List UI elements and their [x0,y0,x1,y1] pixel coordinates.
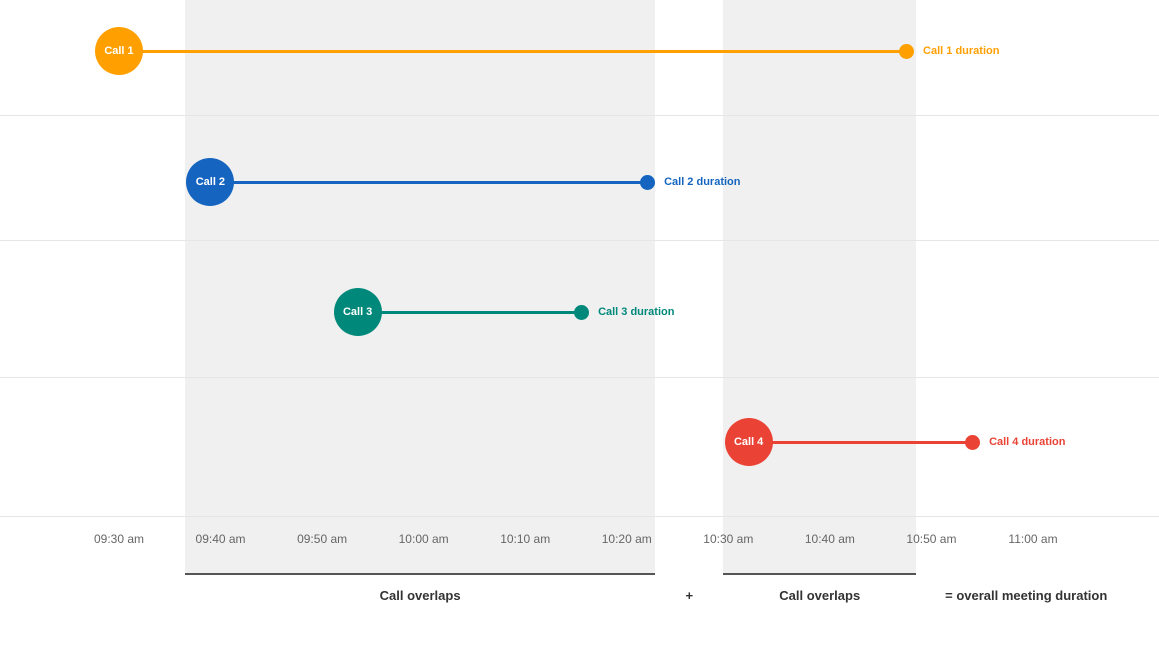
call-start-marker: Call 1 [95,27,143,75]
overlap-1-caption: Call overlaps [379,588,461,603]
x-tick-label: 10:40 am [804,532,855,546]
call-duration-label: Call 2 duration [664,176,741,188]
call-start-marker: Call 4 [724,418,773,466]
call-end-marker [964,434,980,450]
x-tick-label: 09:30 am [93,532,145,546]
x-tick-label: 10:50 am [906,532,957,546]
x-tick-label: 10:20 am [601,532,652,546]
call-line [357,310,582,314]
plus-sign: + [685,588,694,603]
x-tick-label: 11:00 am [1008,532,1058,546]
gridline [0,516,1159,517]
overlap-band [185,0,656,574]
call-line [210,180,648,184]
overlap-band [723,0,917,574]
x-tick-label: 09:40 am [195,532,246,546]
x-tick-label: 10:30 am [703,532,754,546]
overlap-band-underline [723,573,917,575]
overall-duration-caption: = overall meeting duration [945,588,1108,603]
call-start-marker: Call 3 [333,288,382,336]
call-end-marker [898,43,914,59]
x-tick-label: 10:10 am [500,532,551,546]
call-duration-label: Call 1 duration [923,45,1000,57]
gridline [0,377,1159,378]
x-tick-label: 10:00 am [398,532,449,546]
call-start-marker: Call 2 [186,158,235,206]
call-end-marker [573,304,589,320]
overlap-band-underline [185,573,656,575]
x-tick-label: 09:50 am [297,532,348,546]
call-line [119,49,907,53]
call-duration-label: Call 4 duration [989,436,1066,448]
call-duration-label: Call 3 duration [598,306,675,318]
call-line [748,440,973,444]
gridline [0,115,1159,116]
gridline [0,240,1159,241]
overlap-2-caption: Call overlaps [779,588,861,603]
call-end-marker [639,174,655,190]
